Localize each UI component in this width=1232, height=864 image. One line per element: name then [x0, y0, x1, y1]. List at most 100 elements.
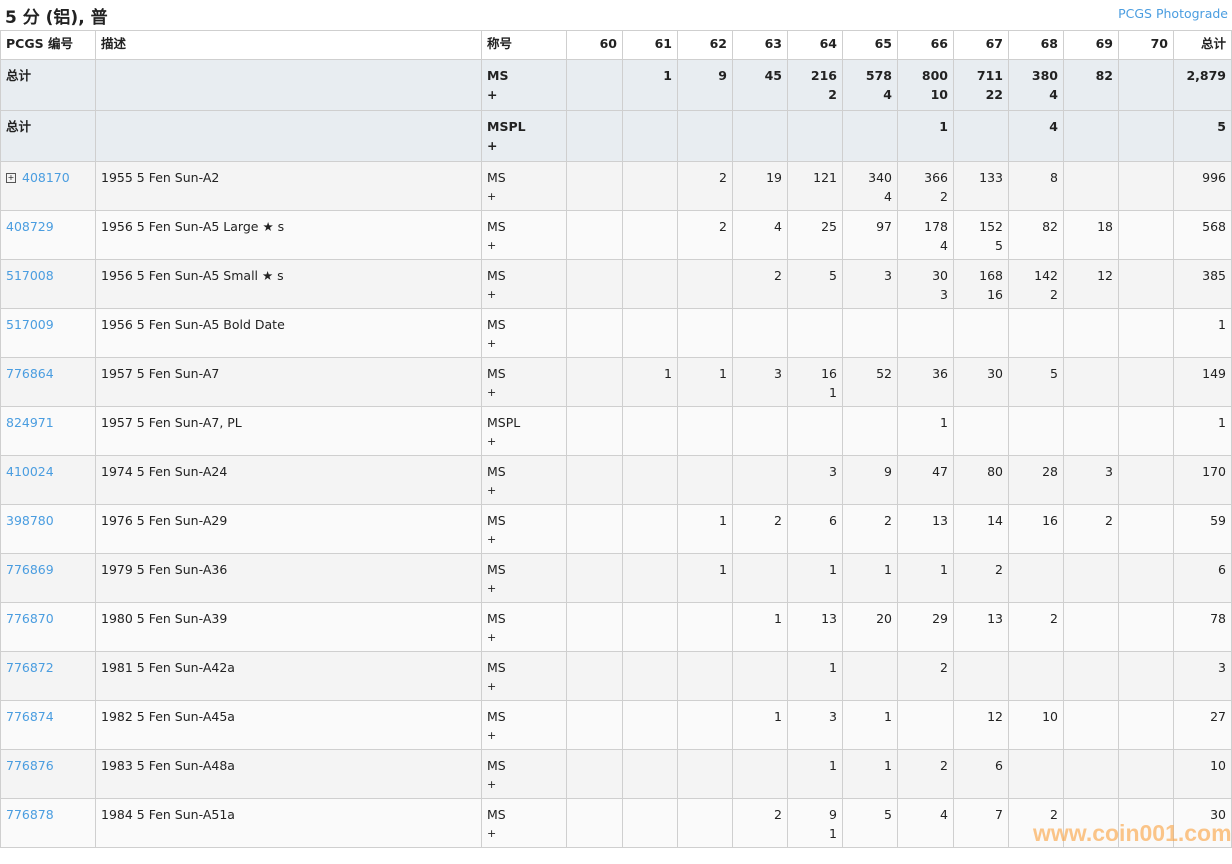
pcgs-id-link[interactable]: 776874: [6, 709, 54, 724]
column-header[interactable]: 68: [1008, 30, 1064, 60]
pcgs-id-cell: 824971: [0, 406, 96, 456]
grade-cell: 13: [787, 602, 843, 652]
grade-cell: 2: [732, 259, 788, 309]
grade-count: 47: [932, 464, 948, 479]
grade-cell: [1063, 308, 1119, 358]
grade-cell: 1: [787, 749, 843, 799]
designation-cell: MS +: [481, 798, 567, 848]
pcgs-id-link[interactable]: 776878: [6, 807, 54, 822]
pcgs-id-link[interactable]: 517009: [6, 317, 54, 332]
pcgs-id-cell: 776869: [0, 553, 96, 603]
table-row: 776869 1979 5 Fen Sun-A36 MS +1 1 1 1 2 6: [0, 553, 1232, 603]
pcgs-id-link[interactable]: 824971: [6, 415, 54, 430]
grade-count: 16: [1042, 513, 1058, 528]
column-header[interactable]: 称号: [481, 30, 567, 60]
pcgs-id-link[interactable]: 776869: [6, 562, 54, 577]
grade-cell: 121: [787, 161, 843, 211]
pcgs-id-link[interactable]: 408170: [22, 170, 70, 185]
grade-count: 2: [774, 807, 782, 822]
designation-cell: MS +: [481, 553, 567, 603]
grade-cell: 3: [732, 357, 788, 407]
grade-cell: [566, 455, 623, 505]
designation: MS: [487, 464, 506, 479]
grade-count: 4: [940, 807, 948, 822]
column-header[interactable]: 64: [787, 30, 843, 60]
grade-cell: 2: [953, 553, 1009, 603]
grade-cell: [897, 308, 954, 358]
column-header[interactable]: 63: [732, 30, 788, 60]
grade-cell: [622, 602, 678, 652]
pcgs-photograde-link[interactable]: PCGS Photograde: [1118, 6, 1228, 21]
pcgs-id-link[interactable]: 408729: [6, 219, 54, 234]
grade-count: 168: [979, 268, 1003, 283]
grade-cell: 133: [953, 161, 1009, 211]
grade-count: 2: [940, 660, 948, 675]
plus-label: +: [487, 190, 497, 203]
designation-cell: MS +: [481, 259, 567, 309]
grade-cell: 16 1: [787, 357, 843, 407]
grade-cell: 4: [897, 798, 954, 848]
pcgs-id-link[interactable]: 398780: [6, 513, 54, 528]
column-header[interactable]: 62: [677, 30, 733, 60]
grade-count: 178: [924, 219, 948, 234]
grade-cell: [1118, 602, 1174, 652]
description-cell: [95, 110, 482, 162]
grade-cell: [1063, 110, 1119, 162]
grade-count: 82: [1042, 219, 1058, 234]
grade-count: 18: [1097, 219, 1113, 234]
grade-count: 2: [940, 758, 948, 773]
grade-cell: [1118, 553, 1174, 603]
column-header[interactable]: 67: [953, 30, 1009, 60]
column-header[interactable]: 描述: [95, 30, 482, 60]
pcgs-id-link[interactable]: 410024: [6, 464, 54, 479]
grade-cell: 1: [842, 553, 898, 603]
column-header[interactable]: PCGS 编号: [0, 30, 96, 60]
pcgs-id-link[interactable]: 776870: [6, 611, 54, 626]
grade-cell: [1118, 357, 1174, 407]
grade-cell: 30: [953, 357, 1009, 407]
plus-count: 2: [940, 189, 948, 204]
grade-cell: 1: [787, 553, 843, 603]
description-cell: 1984 5 Fen Sun-A51a: [95, 798, 482, 848]
designation-cell: MS +: [481, 700, 567, 750]
pcgs-id-link[interactable]: 776872: [6, 660, 54, 675]
pcgs-id-cell: 398780: [0, 504, 96, 554]
grade-count: 1: [829, 660, 837, 675]
grade-cell: [1063, 406, 1119, 456]
expand-icon[interactable]: +: [6, 173, 16, 183]
grade-count: 5: [884, 807, 892, 822]
designation: MS: [487, 513, 506, 528]
description-cell: 1979 5 Fen Sun-A36: [95, 553, 482, 603]
column-header[interactable]: 总计: [1173, 30, 1232, 60]
pcgs-id-link[interactable]: 776864: [6, 366, 54, 381]
grade-count: 9: [884, 464, 892, 479]
column-header[interactable]: 66: [897, 30, 954, 60]
grade-cell: [1063, 161, 1119, 211]
grade-count: 36: [932, 366, 948, 381]
table-row: 776876 1983 5 Fen Sun-A48a MS +1 1 2 6 10: [0, 749, 1232, 799]
total-cell: 385: [1173, 259, 1232, 309]
grade-cell: 2: [732, 798, 788, 848]
grade-cell: [677, 455, 733, 505]
grade-cell: 2: [677, 210, 733, 260]
total-cell: 1: [1173, 308, 1232, 358]
grade-count: 1: [719, 513, 727, 528]
grade-cell: [566, 59, 623, 111]
grade-cell: [677, 602, 733, 652]
description-cell: 1956 5 Fen Sun-A5 Bold Date: [95, 308, 482, 358]
grade-count: 121: [813, 170, 837, 185]
column-header[interactable]: 70: [1118, 30, 1174, 60]
total-cell: 568: [1173, 210, 1232, 260]
column-header[interactable]: 65: [842, 30, 898, 60]
column-header[interactable]: 69: [1063, 30, 1119, 60]
grade-cell: [1063, 357, 1119, 407]
pcgs-id-link[interactable]: 776876: [6, 758, 54, 773]
pcgs-id-link[interactable]: 517008: [6, 268, 54, 283]
column-header[interactable]: 61: [622, 30, 678, 60]
grade-cell: 2: [1008, 602, 1064, 652]
grade-count: 1: [774, 709, 782, 724]
description-cell: 1955 5 Fen Sun-A2: [95, 161, 482, 211]
column-header[interactable]: 60: [566, 30, 623, 60]
designation: MS: [487, 68, 509, 83]
grade-cell: 6: [953, 749, 1009, 799]
